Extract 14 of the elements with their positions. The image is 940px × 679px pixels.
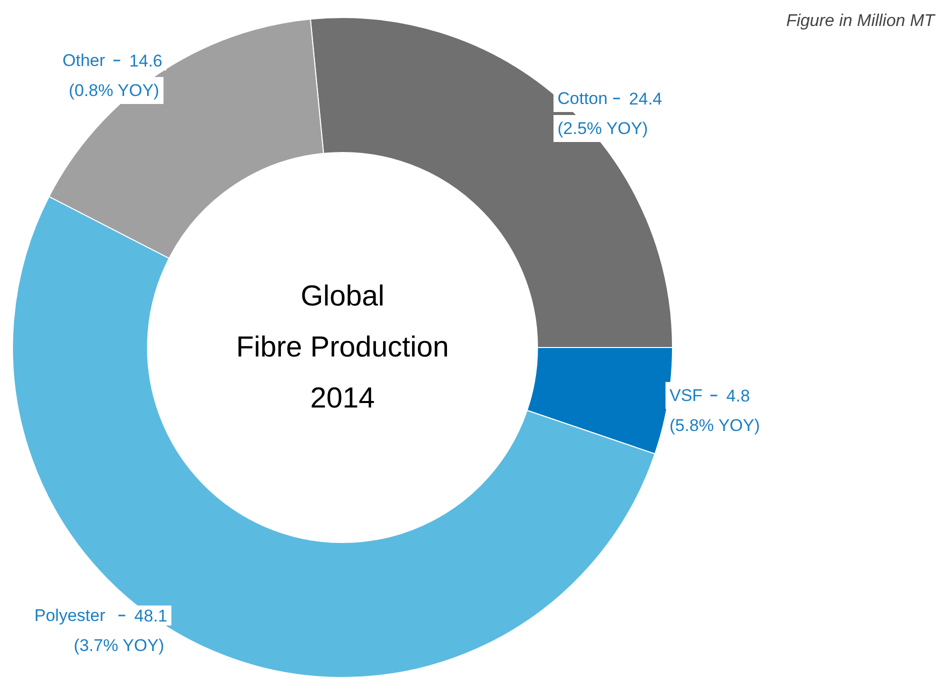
- data-label: 48.1: [134, 606, 168, 626]
- slice-label: Polyester: [34, 606, 106, 625]
- slice-label: VSF: [670, 386, 703, 405]
- text: (5.8% YOY): [670, 416, 760, 435]
- data-label: 24.4: [629, 90, 662, 108]
- text: (2.5% YOY): [558, 119, 648, 138]
- text: (3.7% YOY): [74, 636, 164, 655]
- slice-label: Other: [62, 51, 106, 70]
- data-label: 4.8: [726, 386, 750, 406]
- text: Figure in Million MT: [786, 11, 936, 30]
- data-label: 14.6: [129, 52, 162, 70]
- text: Global Fibre Production 2014: [236, 280, 449, 415]
- text: (0.8% YOY): [68, 81, 160, 100]
- slice-label: Cotton: [558, 89, 608, 108]
